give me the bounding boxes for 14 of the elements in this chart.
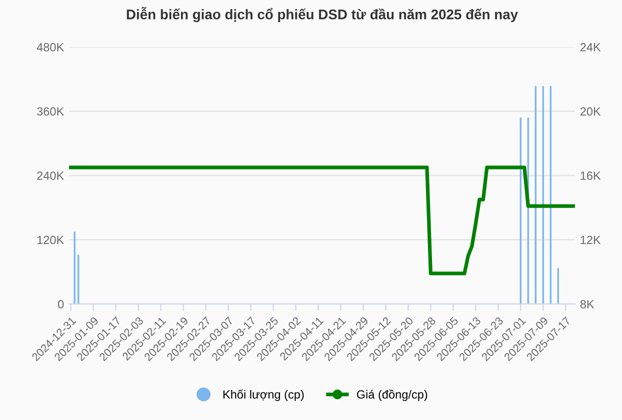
y2-tick-label: 16K <box>580 172 601 180</box>
y2-tick-label: 20K <box>580 107 601 116</box>
y-tick-label: 120K <box>37 236 64 244</box>
legend-label: Giá (đồng/cp) <box>356 389 428 401</box>
y2-tick-label: 12K <box>580 236 601 244</box>
y-tick-label: 480K <box>36 43 64 52</box>
y-tick-label: 360K <box>37 107 64 116</box>
line-series <box>69 166 575 276</box>
y-tick-label: 240K <box>37 172 64 180</box>
y-tick-label: 0 <box>58 300 64 308</box>
y2-tick-label: 8K <box>580 300 594 308</box>
legend-label: Khối lượng (cp) <box>223 389 304 401</box>
chart-title: Diễn biến giao dịch cổ phiếu DSD từ đầu năm 2025 đến nay <box>126 6 518 22</box>
y2-tick-label: 24K <box>580 43 601 52</box>
